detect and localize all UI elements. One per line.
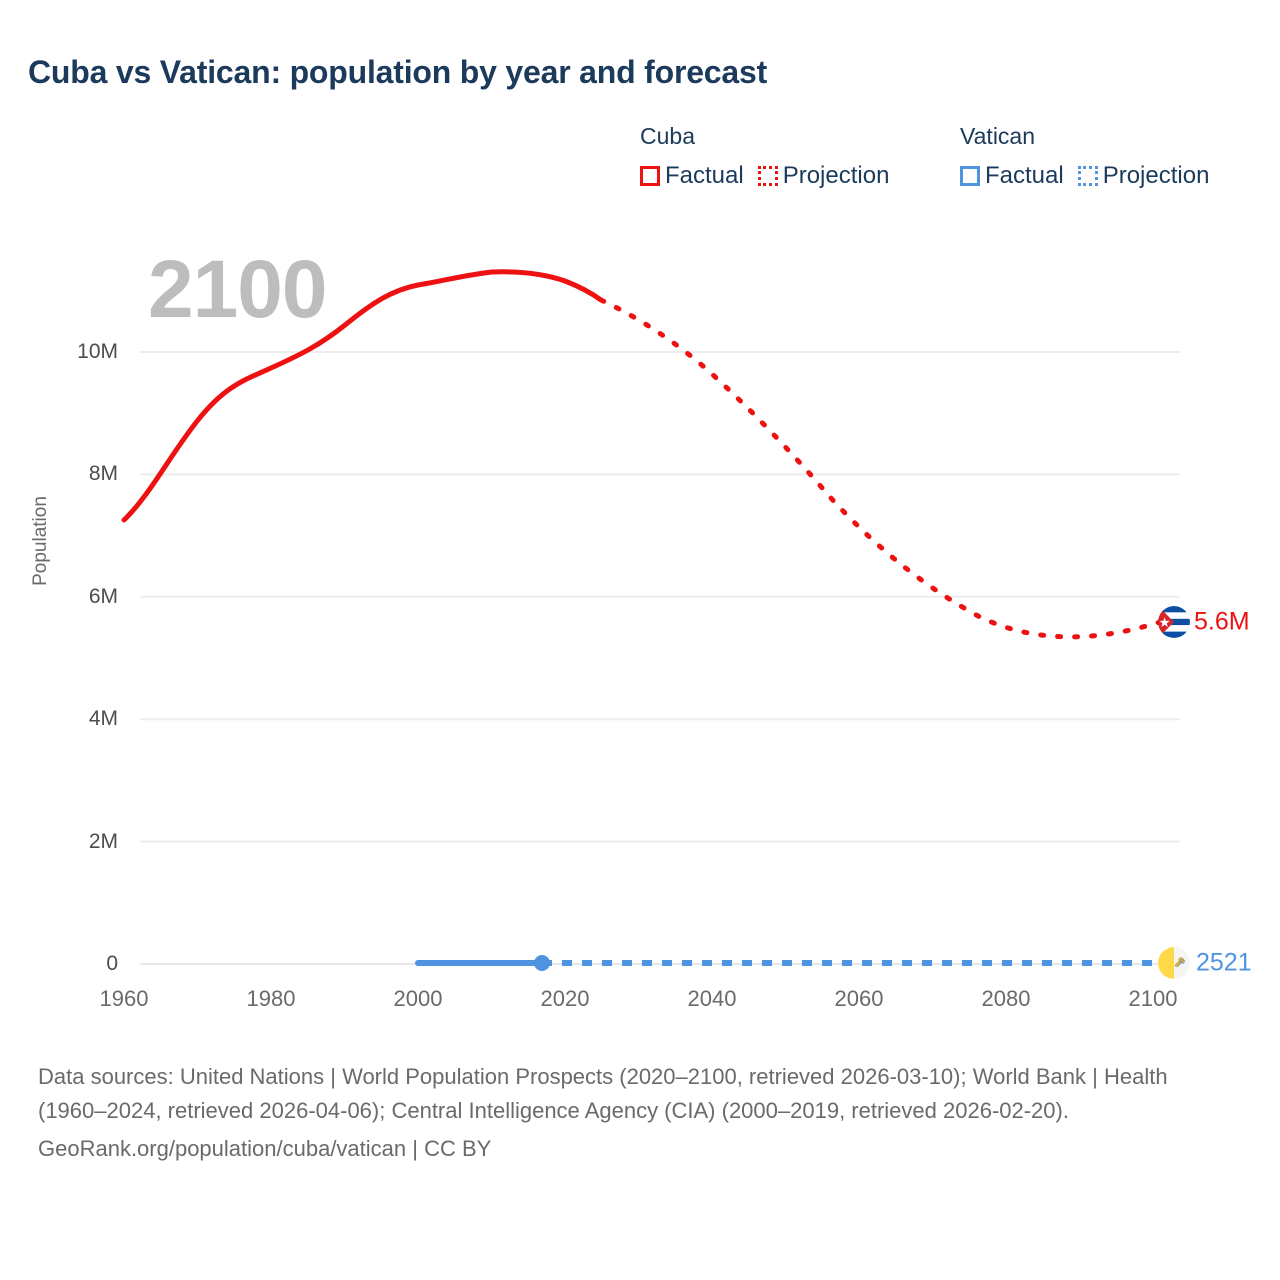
x-tick-label: 1980 (246, 986, 296, 1011)
legend-swatch-solid-icon (640, 166, 660, 186)
legend-group-cuba: Cuba Factual Projection (640, 122, 889, 190)
chart-footer: Data sources: United Nations | World Pop… (38, 1060, 1238, 1166)
legend-swatch-solid-icon (960, 166, 980, 186)
x-tick-label: 2080 (981, 986, 1031, 1011)
plot-canvas (121, 269, 1180, 971)
cuba-flag-icon (1158, 606, 1190, 638)
page-title: Cuba vs Vatican: population by year and … (28, 54, 768, 90)
legend-label-vatican-factual: Factual (985, 162, 1064, 189)
legend-item-cuba-factual[interactable]: Factual (640, 162, 744, 190)
year-watermark: 2100 (148, 244, 327, 335)
x-tick-label: 1960 (99, 986, 149, 1011)
legend-group-title-cuba: Cuba (640, 123, 695, 149)
x-tick-label: 2060 (834, 986, 884, 1011)
credit-text: GeoRank.org/population/cuba/vatican | CC… (38, 1136, 492, 1161)
y-tick-label: 8M (88, 462, 118, 486)
legend-swatch-dotted-icon (757, 166, 778, 186)
series-line-cuba-projection (598, 297, 1163, 640)
data-sources-text: Data sources: United Nations | World Pop… (38, 1064, 1168, 1123)
y-tick-label: 0 (106, 952, 118, 975)
end-label-vatican: 2521 (1196, 948, 1252, 977)
x-tick-label: 2020 (540, 986, 590, 1011)
legend-label-vatican-projection: Projection (1102, 162, 1210, 189)
y-tick-label: 2M (88, 829, 118, 853)
x-tick-label: 2100 (1128, 986, 1178, 1011)
legend-item-vatican-projection[interactable]: Projection (1077, 162, 1210, 190)
x-tick-label: 2000 (393, 986, 443, 1011)
legend-group-vatican: Vatican Factual Projection (960, 122, 1209, 190)
plot-area: 2100 Population 0 2M 4M 6M 8M 10M 1960 1… (30, 244, 1252, 1012)
gridlines (140, 351, 1180, 965)
y-tick-label: 6M (88, 584, 118, 608)
series-line-cuba-factual (121, 269, 604, 523)
legend-label-cuba-projection: Projection (782, 162, 890, 189)
legend-label-cuba-factual: Factual (665, 162, 744, 189)
y-tick-label: 10M (77, 340, 118, 363)
chart-legend: Cuba Factual Projection Vatican Factual (640, 122, 1252, 202)
legend-group-title-vatican: Vatican (960, 123, 1036, 149)
legend-swatch-dotted-icon (1077, 166, 1098, 186)
legend-item-cuba-projection[interactable]: Projection (757, 162, 890, 190)
legend-row-cuba: Factual Projection (640, 162, 889, 190)
end-label-cuba: 5.6M (1194, 607, 1250, 636)
y-tick-label: 4M (88, 707, 118, 731)
legend-item-vatican-factual[interactable]: Factual (960, 162, 1064, 190)
x-tick-label: 2040 (687, 986, 737, 1011)
vatican-flag-icon (1158, 947, 1190, 979)
legend-row-vatican: Factual Projection (960, 162, 1209, 190)
